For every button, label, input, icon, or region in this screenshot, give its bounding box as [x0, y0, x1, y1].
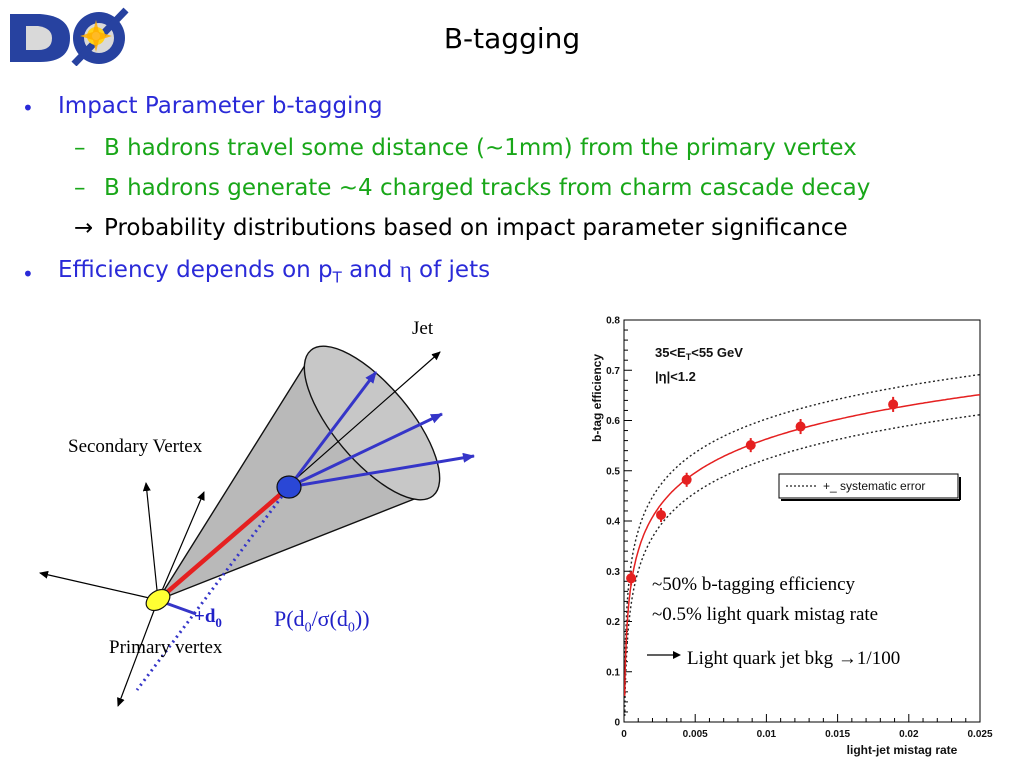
energy-text-post: <55 GeV	[691, 345, 743, 360]
x-axis-label: light-jet mistag rate	[847, 743, 958, 757]
jet-cone-rim	[303, 345, 441, 501]
pt-subscript: T	[332, 268, 342, 287]
chart-annotation-eta: |η|<1.2	[655, 369, 696, 384]
y-tick-label: 0.3	[606, 567, 620, 578]
extrapolated-track	[135, 486, 291, 691]
efficiency-fit-curve	[623, 393, 981, 696]
bullet-dot: •	[22, 262, 34, 286]
dzero-logo	[4, 6, 140, 66]
energy-text-pre: 35<E	[655, 345, 686, 360]
legend-label: +_ systematic error	[823, 479, 925, 493]
probability-label: P(d0/σ(d0))	[274, 606, 370, 636]
y-tick-label: 0.8	[606, 316, 620, 327]
prompt-track-3	[157, 491, 205, 601]
mistag-note: ~0.5% light quark mistag rate	[652, 604, 879, 625]
prob-sub-1: 0	[304, 620, 312, 636]
bullet-efficiency: Efficiency depends on pT and η of jets	[58, 257, 490, 287]
secondary-vertex-label: Secondary Vertex	[68, 436, 203, 457]
chart-annotation-energy: 35<ET<55 GeV	[655, 345, 743, 362]
x-tick-label: 0.015	[825, 729, 850, 740]
secondary-vertex	[276, 475, 302, 499]
prompt-track-1	[39, 570, 159, 601]
x-tick-label: 0.005	[683, 729, 708, 740]
data-point	[656, 509, 667, 520]
secondary-track-2	[288, 412, 443, 489]
x-tick-label: 0	[621, 729, 627, 740]
x-tick-label: 0.02	[899, 729, 919, 740]
prob-text-pre: P(d	[274, 606, 305, 631]
prompt-track-2	[142, 482, 159, 601]
page-title: B-tagging	[443, 22, 581, 55]
background-note: Light quark jet bkg →1/100	[645, 648, 903, 670]
chart-legend: +_ systematic error	[778, 473, 961, 501]
prompt-track-4	[117, 599, 159, 707]
systematic-upper-curve	[624, 373, 981, 676]
background-text-pre: Light quark jet bkg	[687, 648, 838, 669]
y-axis-label: b-tag efficiency	[590, 354, 604, 442]
y-tick-label: 0.2	[606, 617, 620, 628]
data-point	[626, 573, 637, 584]
sub-bullet-dash: –	[74, 175, 86, 201]
secondary-track-3	[288, 452, 475, 489]
efficiency-text-post: of jets	[411, 257, 491, 283]
primary-vertex	[145, 588, 171, 612]
systematic-lower-curve	[624, 414, 981, 717]
y-tick-label: 0.1	[606, 667, 620, 678]
d0-text: +d	[194, 606, 216, 627]
y-tick-label: 0.6	[606, 416, 620, 427]
primary-vertex-label: Primary vertex	[109, 637, 223, 658]
secondary-track-1	[287, 371, 378, 488]
data-point	[681, 474, 692, 485]
y-tick-label: 0.7	[606, 366, 620, 377]
efficiency-text-pre: Efficiency depends on p	[58, 257, 333, 283]
efficiency-note: ~50% b-tagging efficiency	[652, 574, 856, 595]
y-tick-label: 0	[614, 718, 620, 729]
prob-sub-2: 0	[347, 620, 355, 636]
y-tick-label: 0.4	[606, 517, 620, 528]
energy-subscript: T	[686, 352, 692, 362]
right-arrow-icon	[647, 644, 681, 659]
sub-bullet-dash: –	[74, 135, 86, 161]
x-tick-label: 0.025	[967, 729, 992, 740]
prob-text-mid: /σ(d	[311, 606, 348, 631]
efficiency-text-mid: and	[341, 257, 400, 283]
arrow-symbol: →	[837, 648, 857, 669]
sub-bullet-travel-distance: B hadrons travel some distance (~1mm) fr…	[104, 135, 857, 161]
bullet-impact-parameter: Impact Parameter b-tagging	[58, 93, 383, 119]
bullet-dot: •	[22, 96, 34, 120]
y-tick-label: 0.5	[606, 466, 620, 477]
eta-symbol: η	[399, 257, 412, 282]
arrow-symbol: →	[74, 215, 94, 241]
b-hadron-flight-path	[156, 485, 291, 602]
sub-bullet-charged-tracks: B hadrons generate ~4 charged tracks fro…	[104, 175, 871, 201]
x-tick-label: 0.01	[757, 729, 777, 740]
jet-label: Jet	[412, 318, 434, 339]
sub-bullet-probability: Probability distributions based on impac…	[104, 215, 848, 241]
data-point	[795, 421, 806, 432]
prob-text-post: ))	[354, 606, 370, 631]
d0-label: +d0	[194, 606, 222, 631]
d0-subscript: 0	[215, 614, 222, 630]
data-point	[745, 440, 756, 451]
background-text-post: 1/100	[856, 648, 901, 669]
jet-diagram	[39, 345, 475, 707]
btag-efficiency-chart: 0 0.005 0.01 0.015 0.02 0.025 0 0.1 0.2 0.3 0.4 0.5…	[590, 316, 993, 758]
data-point	[888, 399, 899, 410]
